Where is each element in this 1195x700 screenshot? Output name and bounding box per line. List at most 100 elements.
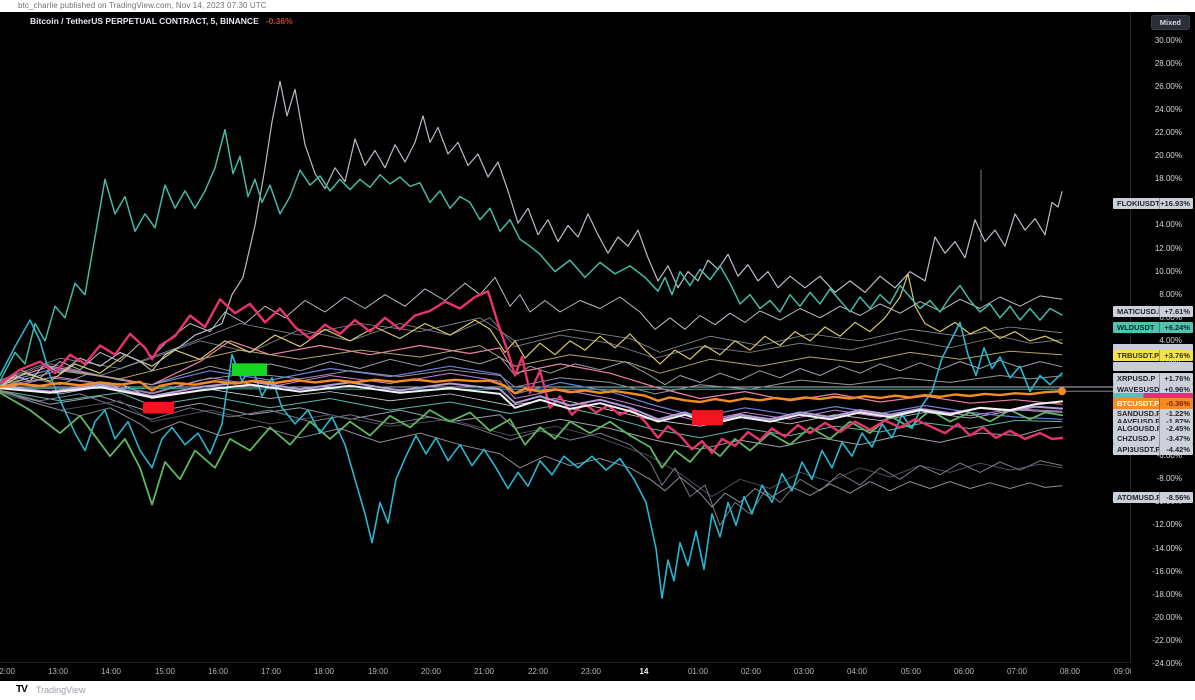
price-tick--14.00%: -14.00% xyxy=(1152,543,1182,553)
tradingview-logo-icon[interactable]: TV xyxy=(16,684,28,695)
chart-shell: Bitcoin / TetherUS PERPETUAL CONTRACT, 5… xyxy=(0,12,1195,682)
series-WLDUSDT xyxy=(0,128,1063,382)
price-axis[interactable]: 30.00% 28.00% 26.00% 24.00% 22.00% 20.00% 18.0… xyxy=(1113,12,1195,668)
ticker-change-value: +3.76% xyxy=(1159,350,1193,361)
ticker-label-SANDUSD.P[interactable]: SANDUSD.P -1.22% xyxy=(1113,408,1193,419)
ticker-label-ATOMUSD.P[interactable]: ATOMUSD.P -8.56% xyxy=(1113,492,1193,503)
ticker-label-TRBUSDT.P[interactable]: TRBUSDT.P +3.76% xyxy=(1113,350,1193,361)
publish-text: btc_charlie published on TradingView.com… xyxy=(18,1,267,10)
time-tick-02:00: 02:00 xyxy=(740,667,762,676)
series-BTCUSDT.P xyxy=(0,378,1064,404)
time-tick-06:00: 06:00 xyxy=(953,667,975,676)
publish-bar: btc_charlie published on TradingView.com… xyxy=(0,0,1195,12)
ticker-change-value: -1.87% xyxy=(1159,416,1193,427)
symbol-title: Bitcoin / TetherUS PERPETUAL CONTRACT, 5… xyxy=(30,16,293,26)
time-tick-17:00: 17:00 xyxy=(260,667,282,676)
ticker-symbol: ALGOUSD.P xyxy=(1117,424,1159,433)
series-FLOKIUSDT xyxy=(0,80,1063,388)
ticker-label-FLOKIUSDT[interactable]: FLOKIUSDT +16.93% xyxy=(1113,198,1193,209)
time-tick-07:00: 07:00 xyxy=(1006,667,1028,676)
ticker-change-value: -1.22% xyxy=(1159,408,1193,419)
mixed-badge[interactable]: Mixed xyxy=(1150,15,1190,30)
axis-separator xyxy=(1130,12,1131,662)
price-tick-30.00%: 30.00% xyxy=(1154,35,1182,45)
series-SANDUSD.P xyxy=(0,383,1063,425)
ticker-symbol: BTCUSDT.P xyxy=(1117,399,1159,408)
ticker-change-value: +1.76% xyxy=(1159,373,1193,384)
ticker-label-MATICUSD.P[interactable]: MATICUSD.P +7.61% xyxy=(1113,306,1193,317)
ticker-label-CHZUSD.P[interactable]: CHZUSD.P -3.47% xyxy=(1113,433,1193,444)
time-tick-16:00: 16:00 xyxy=(207,667,229,676)
series-unlabeled-1 xyxy=(0,317,1063,382)
series-ATOMUSD.P xyxy=(0,390,1063,508)
ticker-change-value: -8.56% xyxy=(1159,492,1193,503)
time-tick-23:00: 23:00 xyxy=(580,667,602,676)
time-tick-12:00: 12:00 xyxy=(0,667,16,676)
price-tick-24.00%: 24.00% xyxy=(1154,105,1182,115)
ticker-change-value: -3.47% xyxy=(1159,433,1193,444)
ticker-label-ALGOUSD.P[interactable]: ALGOUSD.P -2.45% xyxy=(1113,423,1193,434)
btc-price-dot xyxy=(1058,387,1066,396)
ticker-change-value: +0.96% xyxy=(1159,384,1193,395)
price-tick--8.00%: -8.00% xyxy=(1156,474,1182,484)
price-tick--6.00%: -6.00% xyxy=(1156,451,1182,461)
drawing-box-2[interactable] xyxy=(232,363,267,376)
time-axis[interactable]: 12:00 13:00 14:00 15:00 16:00 17:00 18:00 19:00… xyxy=(0,662,1131,682)
footer-bar: TV TradingView xyxy=(0,681,1195,700)
ticker-label-BTCUSDT.P[interactable]: BTCUSDT.P -0.36% xyxy=(1113,398,1193,409)
series-flat-line xyxy=(0,387,1063,390)
ticker-label-WAVESUSDT[interactable]: WAVESUSDT+0.96% xyxy=(1113,384,1193,395)
time-tick-19:00: 19:00 xyxy=(367,667,389,676)
ticker-label-XRPUSD.P[interactable]: XRPUSD.P +1.76% xyxy=(1113,373,1193,384)
ticker-label-partial-1[interactable] xyxy=(1113,344,1193,355)
price-tick--18.00%: -18.00% xyxy=(1152,589,1182,599)
price-tick-18.00%: 18.00% xyxy=(1154,174,1182,184)
ticker-symbol: TRBUSDT.P xyxy=(1117,351,1159,360)
ticker-change-value: +6.24% xyxy=(1159,322,1193,333)
price-tick--22.00%: -22.00% xyxy=(1152,635,1182,645)
symbol-change: -0.36% xyxy=(265,16,293,26)
time-tick-05:00: 05:00 xyxy=(900,667,922,676)
ticker-symbol: WLDUSDT xyxy=(1117,323,1155,332)
price-tick--20.00%: -20.00% xyxy=(1152,612,1182,622)
series-MATICUSD.P xyxy=(0,276,1063,388)
price-tick-28.00%: 28.00% xyxy=(1154,58,1182,68)
series-XRPUSD.P xyxy=(0,356,1063,388)
time-tick-03:00: 03:00 xyxy=(793,667,815,676)
series-unlabeled-9 xyxy=(0,392,1063,498)
ticker-symbol: FLOKIUSDT xyxy=(1117,199,1159,208)
drawing-box-1[interactable] xyxy=(143,402,174,414)
time-tick-20:00: 20:00 xyxy=(420,667,442,676)
time-tick-08:00: 08:00 xyxy=(1059,667,1081,676)
ticker-change-value: -0.36% xyxy=(1159,398,1193,409)
price-tick--24.00%: -24.00% xyxy=(1152,658,1182,668)
tradingview-brand[interactable]: TradingView xyxy=(36,685,86,695)
ticker-change-value: +16.93% xyxy=(1159,198,1193,209)
series-unlabeled-deep xyxy=(0,390,1063,526)
time-tick-15:00: 15:00 xyxy=(154,667,176,676)
price-tick-6.00%: 6.00% xyxy=(1159,312,1182,322)
price-tick-14.00%: 14.00% xyxy=(1154,220,1182,230)
ticker-label-API3USDT.P[interactable]: API3USDT.P -4.42% xyxy=(1113,444,1193,455)
series-cyan-line xyxy=(0,319,1063,599)
time-tick-04:00: 04:00 xyxy=(846,667,868,676)
ticker-label-AAVEUSD.P[interactable]: AAVEUSD.P -1.87% xyxy=(1113,416,1193,427)
time-tick-01:00: 01:00 xyxy=(687,667,709,676)
ticker-symbol: CHZUSD.P xyxy=(1117,434,1156,443)
ticker-change-value: +7.61% xyxy=(1159,306,1193,317)
time-tick-18:00: 18:00 xyxy=(313,667,335,676)
chart-plot-area[interactable] xyxy=(0,12,1132,662)
price-tick--16.00%: -16.00% xyxy=(1152,566,1182,576)
price-tick-26.00%: 26.00% xyxy=(1154,82,1182,92)
ticker-symbol: XRPUSD.P xyxy=(1117,374,1156,383)
ticker-label-WLDUSDT[interactable]: WLDUSDT +6.24% xyxy=(1113,322,1193,333)
symbol-title-text: Bitcoin / TetherUS PERPETUAL CONTRACT, 5… xyxy=(30,16,259,26)
ticker-symbol: SANDUSD.P xyxy=(1117,409,1159,418)
time-tick-14: 14 xyxy=(639,667,649,676)
price-tick-4.00%: 4.00% xyxy=(1159,335,1182,345)
drawing-box-3[interactable] xyxy=(692,410,723,426)
ticker-symbol: API3USDT.P xyxy=(1117,445,1159,454)
ticker-change-value: -4.42% xyxy=(1159,444,1193,455)
time-tick-14:00: 14:00 xyxy=(100,667,122,676)
ticker-label-partial-2[interactable] xyxy=(1113,362,1193,371)
